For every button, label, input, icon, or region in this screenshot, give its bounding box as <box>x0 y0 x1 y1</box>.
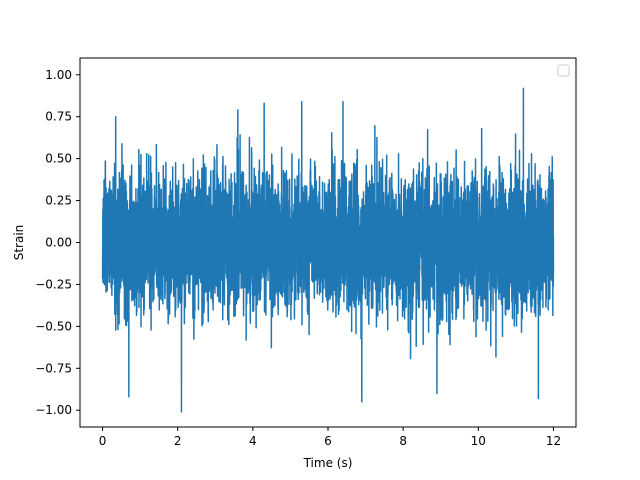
y-tick-label: 1.00 <box>45 68 72 82</box>
x-axis-label: Time (s) <box>303 456 353 470</box>
series-layer <box>101 87 555 413</box>
y-tick-label: −0.50 <box>35 319 72 333</box>
x-tick-label: 10 <box>471 434 486 448</box>
x-axis: 0 2 4 6 8 10 12 <box>99 427 561 448</box>
y-tick-label: 0.50 <box>45 152 72 166</box>
y-axis: −1.00 −0.75 −0.50 −0.25 0.00 0.25 0.50 0.75 1.00 <box>35 68 80 417</box>
series-line <box>101 87 555 413</box>
x-tick-label: 8 <box>399 434 407 448</box>
y-axis-label: Strain <box>12 225 26 261</box>
y-tick-label: 0.75 <box>45 110 72 124</box>
x-tick-label: 6 <box>324 434 332 448</box>
y-tick-label: 0.00 <box>45 236 72 250</box>
x-tick-label: 2 <box>174 434 182 448</box>
x-tick-label: 4 <box>249 434 257 448</box>
y-tick-label: −0.25 <box>35 277 72 291</box>
y-tick-label: −1.00 <box>35 403 72 417</box>
y-tick-label: −0.75 <box>35 361 72 375</box>
legend-box <box>557 64 570 77</box>
y-tick-label: 0.25 <box>45 194 72 208</box>
x-tick-label: 0 <box>99 434 107 448</box>
x-tick-label: 12 <box>546 434 561 448</box>
